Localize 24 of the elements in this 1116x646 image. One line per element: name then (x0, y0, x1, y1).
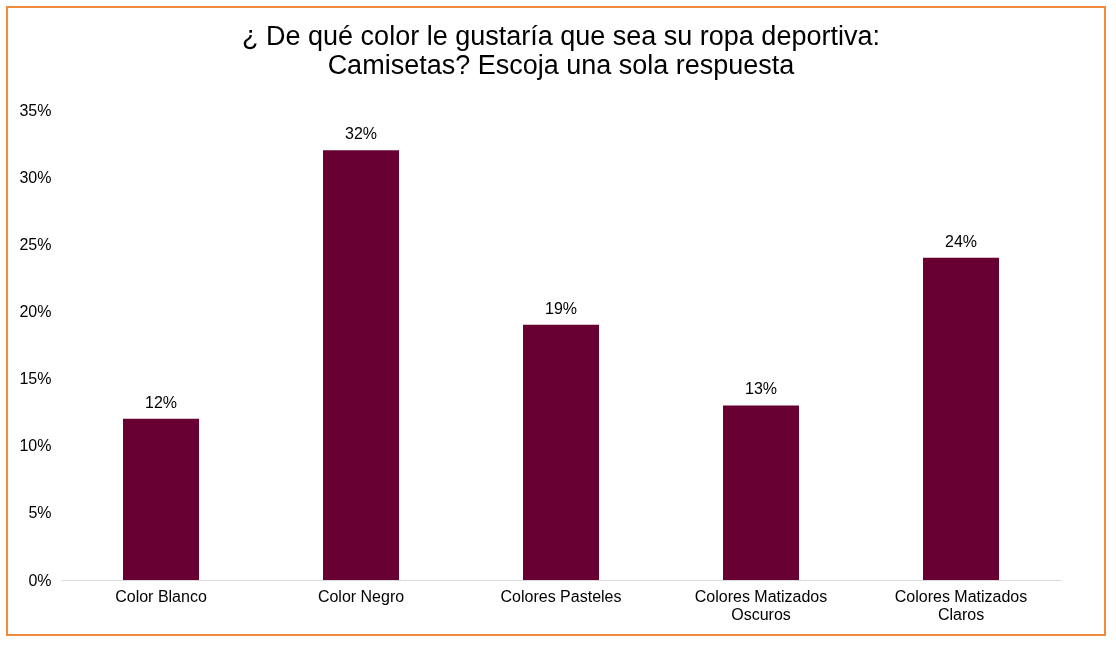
chart-title: ¿ De qué color le gustaría que sea su ropa deportiva: Camisetas? Escoja una sola respuesta (242, 21, 880, 80)
data-label: 19% (544, 299, 578, 317)
y-tick-label: 5% (28, 504, 52, 522)
data-label: 12% (144, 393, 178, 411)
x-tick-label: Colores Matizados Oscuros (694, 587, 828, 623)
y-tick-label: 0% (28, 571, 52, 589)
x-tick-label: Colores Pasteles (500, 587, 622, 605)
y-tick-label: 25% (19, 235, 52, 253)
bar (123, 418, 199, 580)
y-tick-label: 10% (19, 437, 52, 455)
y-tick-label: 35% (19, 101, 52, 119)
y-tick-label: 20% (19, 302, 52, 320)
x-tick-label: Color Negro (317, 587, 405, 605)
bar (523, 324, 599, 580)
bar (323, 150, 399, 580)
x-tick-label: Color Blanco (115, 587, 207, 605)
y-tick-label: 30% (19, 168, 52, 186)
data-label: 24% (944, 232, 978, 250)
data-label: 32% (344, 125, 378, 143)
y-tick-label: 15% (19, 370, 52, 388)
data-label: 13% (744, 380, 778, 398)
x-tick-label: Colores Matizados Claros (894, 587, 1028, 623)
bar (923, 257, 999, 580)
bar (723, 405, 799, 580)
